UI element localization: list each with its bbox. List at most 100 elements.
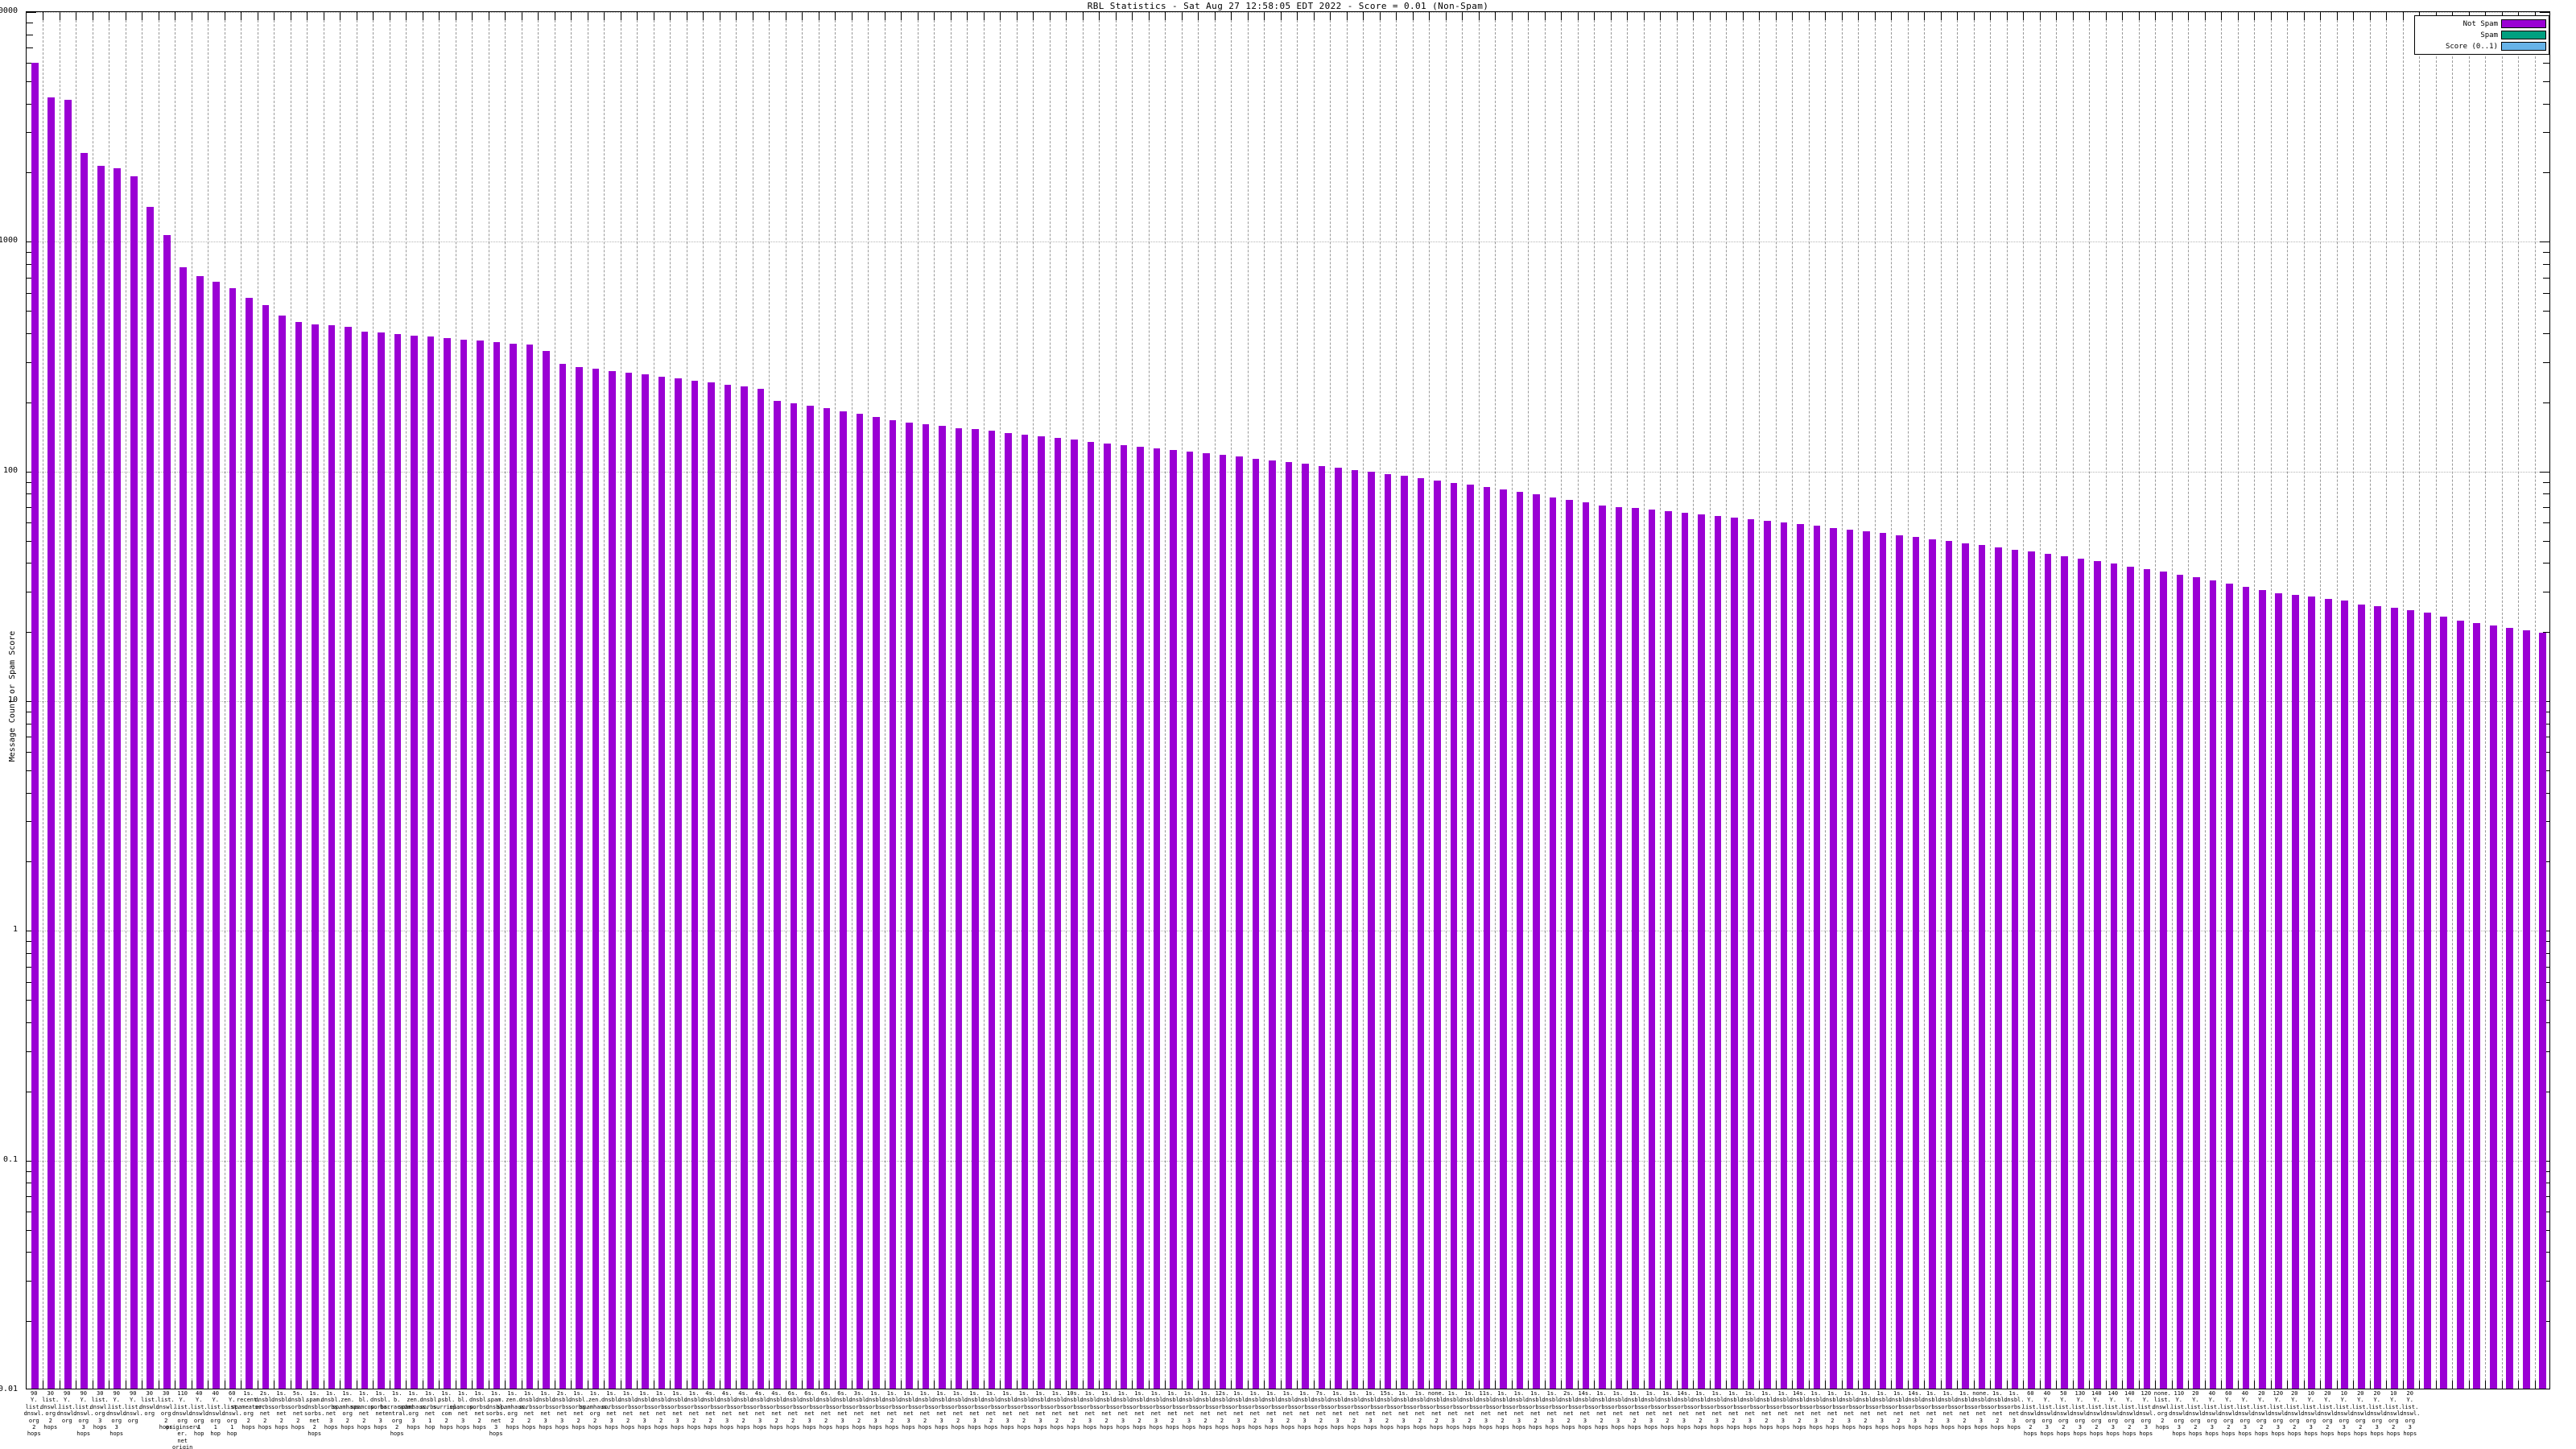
y-minor-tick: [27, 1000, 33, 1001]
x-tick-label: 6s. dnsbl. sorbs. net 2 hops: [815, 1390, 836, 1431]
x-tick: [2254, 1381, 2256, 1389]
x-tick-label: 1s. dnsbl. sorbs. net 2 hops: [1756, 1390, 1777, 1431]
legend-swatch: [2501, 31, 2546, 39]
bar: [2077, 559, 2085, 1389]
y-minor-tick: [27, 522, 33, 523]
legend: Not Spam Spam Score (0..1): [2414, 15, 2549, 55]
x-tick: [1594, 1381, 1596, 1389]
x-tick: [1429, 12, 1430, 20]
x-tick: [1627, 12, 1629, 20]
bar: [939, 426, 946, 1389]
x-tick-label: 1s. dnsbl. sorbs. net 2 hops: [1888, 1390, 1909, 1431]
x-tick-label: 14s. dnsbl. sorbs. net 2 hops: [1789, 1390, 1810, 1431]
x-tick: [769, 1381, 770, 1389]
x-tick-label: 7s. dnsbl. sorbs. net 2 hops: [1311, 1390, 1331, 1431]
x-tick: [1115, 1381, 1117, 1389]
x-tick: [1775, 12, 1777, 20]
bar: [163, 235, 171, 1389]
bar: [2390, 608, 2398, 1389]
x-tick: [1693, 12, 1695, 20]
bar: [1269, 460, 1276, 1389]
x-gridline: [2039, 12, 2041, 1389]
x-tick-label: 1s. dnsbl. sorbs. net 3 hops: [1641, 1390, 1662, 1431]
legend-item[interactable]: Score (0..1): [2417, 41, 2546, 52]
x-tick-label: 2s. dnsbl. sorbs. net 2 hops: [1558, 1390, 1579, 1431]
x-tick: [472, 1381, 473, 1389]
x-gridline: [2138, 12, 2140, 1389]
x-gridline: [1990, 12, 1992, 1389]
legend-swatch: [2501, 42, 2546, 51]
x-tick-label: 140 Y. list. dnswl. org 2 hops: [2119, 1390, 2140, 1438]
bar: [1830, 527, 1837, 1389]
x-tick: [505, 1381, 506, 1389]
x-tick: [1396, 12, 1397, 20]
bar: [47, 97, 56, 1389]
x-tick: [1841, 1381, 1843, 1389]
x-tick-label: 10 Y. list. dnswl. org 2 hops: [2383, 1390, 2404, 1438]
bar: [625, 372, 633, 1389]
x-tick: [2204, 1381, 2206, 1389]
bar: [1797, 524, 1804, 1389]
x-tick: [1957, 12, 1959, 20]
x-tick: [373, 1381, 374, 1389]
legend-item[interactable]: Not Spam: [2417, 19, 2546, 29]
x-tick-label: 1s. dnsbl. sorbs. net 2 hops: [271, 1390, 292, 1431]
x-tick: [967, 12, 968, 20]
x-gridline: [1858, 12, 1860, 1389]
x-gridline: [2072, 12, 2074, 1389]
y-minor-tick: [27, 332, 33, 334]
x-gridline: [340, 12, 341, 1389]
x-tick: [1379, 12, 1381, 20]
x-gridline: [2006, 12, 2008, 1389]
x-tick: [637, 1381, 638, 1389]
x-tick: [901, 12, 902, 20]
x-tick: [1280, 1381, 1282, 1389]
y-minor-tick: [2543, 632, 2549, 634]
x-tick-label: 1s. dnsbl. sorbs. net 2 hops: [1459, 1390, 1480, 1431]
x-tick-label: 1s. dnsbl. sorbs. net 2 hops: [1921, 1390, 1942, 1431]
x-tick: [2122, 12, 2124, 20]
x-tick-label: 1s. dnsbl. sorbs. net 2 hops: [1855, 1390, 1876, 1431]
x-tick-label: 20 Y. list. dnswl. org 3 hops: [2367, 1390, 2388, 1438]
x-tick: [1561, 1381, 1563, 1389]
x-tick: [2089, 1381, 2091, 1389]
x-tick-label: 10s. dnsbl. sorbs. net 2 hops: [1063, 1390, 1084, 1431]
x-tick-label: 1s. dnsbl. sorbs. net 3 hops: [1080, 1390, 1100, 1431]
bar: [213, 281, 220, 1389]
x-tick: [1610, 1381, 1612, 1389]
x-gridline: [2287, 12, 2289, 1389]
y-gridline: [27, 12, 2549, 13]
x-tick: [1858, 12, 1860, 20]
x-tick-label: 2s. dnsbl. sorbs. net 3 hops: [551, 1390, 572, 1431]
x-tick-label: 60 Y. list. dnswl. org 2 hops: [2218, 1390, 2239, 1438]
x-tick: [1726, 1381, 1728, 1389]
y-minor-tick: [2543, 292, 2549, 294]
bar: [1384, 473, 1392, 1389]
x-gridline: [1231, 12, 1232, 1389]
legend-item[interactable]: Spam: [2417, 30, 2546, 40]
bar: [1648, 510, 1656, 1389]
x-tick: [1544, 12, 1546, 20]
x-tick: [769, 12, 770, 20]
y-minor-tick: [27, 1280, 33, 1282]
bar: [1335, 468, 1342, 1389]
y-minor-tick: [27, 770, 33, 771]
x-tick: [1099, 1381, 1100, 1389]
x-tick-label: 1s. recent. spameater. org 2 hops: [231, 1390, 266, 1431]
x-tick-label: 110 Y. list. dnswl. org 3 hops: [2169, 1390, 2190, 1438]
x-gridline: [1577, 12, 1579, 1389]
bar: [1665, 511, 1672, 1389]
x-tick-label: 1s. dnsbl. sorbs. net 2 hops: [518, 1390, 539, 1431]
bar: [1582, 502, 1590, 1389]
x-tick: [2518, 1381, 2519, 1389]
x-tick-label: 1s. dnsbl. sorbs. net 2 hops: [1129, 1390, 1150, 1431]
x-tick: [2072, 12, 2074, 20]
x-tick: [1825, 1381, 1827, 1389]
x-gridline: [1000, 12, 1001, 1389]
x-tick: [1742, 1381, 1744, 1389]
x-tick-label: 1s. dnsbl. sorbs. net 3 hops: [1113, 1390, 1133, 1431]
x-tick-label: 15s. dnsbl. sorbs. net 2 hops: [1377, 1390, 1397, 1431]
x-gridline: [917, 12, 919, 1389]
bar: [97, 166, 105, 1389]
